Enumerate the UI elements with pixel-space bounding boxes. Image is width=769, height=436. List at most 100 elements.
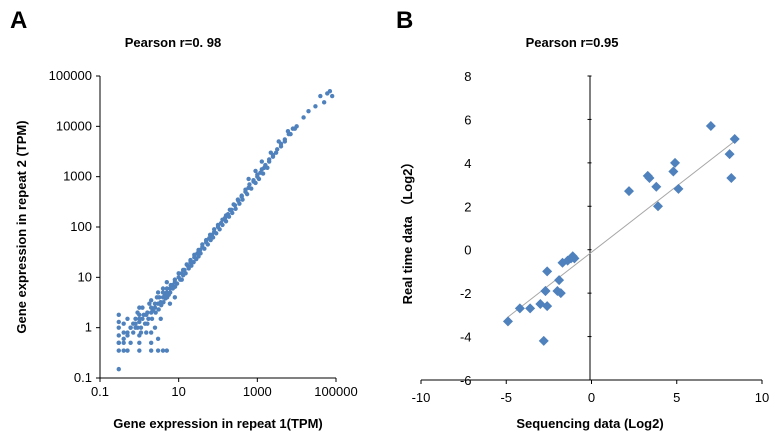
panel-a-y-ticks: 0.1 1 10 100 1000 10000 100000 bbox=[49, 68, 100, 385]
panel-a-data-point bbox=[223, 219, 229, 224]
panel-a-data-point bbox=[253, 168, 258, 174]
panel-a-data-point bbox=[246, 176, 251, 182]
panel-a-data-point bbox=[164, 348, 170, 353]
panel-a-data-point bbox=[133, 316, 138, 322]
panel-b-x-tick-label: 0 bbox=[588, 390, 595, 405]
panel-b-y-ticks: -6 -4 -2 0 2 4 6 8 bbox=[460, 69, 592, 388]
panel-a-data-point bbox=[275, 147, 280, 152]
panel-b-y-tick-label: -2 bbox=[460, 286, 472, 301]
panel-a-x-tick-label: 1000 bbox=[243, 384, 272, 399]
panel-a-data-point bbox=[155, 290, 161, 295]
panel-a-data-point bbox=[191, 259, 196, 265]
panel-a-data-point bbox=[125, 316, 130, 322]
panel-a-data-point bbox=[321, 100, 327, 105]
panel-a-data-point bbox=[160, 286, 166, 291]
panel-a-data-point bbox=[153, 310, 158, 315]
panel-b-data-point bbox=[670, 157, 681, 168]
panel-a-data-point bbox=[116, 312, 121, 318]
panel-b-x-tick-label: 10 bbox=[755, 390, 769, 405]
panel-a-data-point bbox=[235, 197, 241, 202]
panel-a-data-point bbox=[207, 232, 213, 237]
panel-a-data-point bbox=[125, 330, 130, 335]
panel-b-title: Pearson r=0.95 bbox=[526, 35, 619, 50]
panel-b-data-point bbox=[729, 133, 740, 144]
panel-b-y-tick-label: 8 bbox=[464, 69, 471, 84]
panel-a-data-point bbox=[148, 305, 154, 310]
panel-b-data-point bbox=[705, 120, 716, 131]
panel-a-data-point bbox=[203, 237, 209, 243]
panel-a-data-point bbox=[243, 187, 248, 192]
panel-b-points bbox=[502, 120, 740, 346]
panel-a-data-point bbox=[128, 340, 133, 346]
panel-b-data-point bbox=[624, 186, 635, 197]
panel-a-data-point bbox=[152, 305, 158, 310]
panel-a-data-point bbox=[318, 93, 323, 99]
panel-b-letter: B bbox=[396, 7, 413, 34]
panel-a-data-point bbox=[230, 210, 235, 216]
panel-a-y-tick-label: 1 bbox=[85, 320, 92, 335]
panel-a-x-tick-label: 0.1 bbox=[91, 384, 109, 399]
panel-a-data-point bbox=[172, 295, 178, 300]
panel-a-data-point bbox=[155, 348, 161, 353]
panel-a-data-point bbox=[233, 206, 238, 211]
panel-a-data-point bbox=[329, 93, 335, 99]
panel-a-data-point bbox=[128, 325, 133, 330]
panel-a-data-point bbox=[137, 316, 142, 322]
panel-a-data-point bbox=[276, 139, 281, 144]
panel-b-x-axis-label: Sequencing data (Log2) bbox=[516, 416, 663, 431]
panel-a-data-point bbox=[227, 207, 233, 212]
panel-a-data-point bbox=[148, 298, 154, 303]
panel-a-data-point bbox=[137, 348, 142, 353]
panel-a-data-point bbox=[116, 319, 121, 325]
panel-b-data-point bbox=[673, 183, 684, 194]
panel-b-x-ticks: -10 -5 0 5 10 bbox=[412, 380, 769, 405]
panel-a-data-point bbox=[226, 214, 232, 219]
panel-a-data-point bbox=[137, 340, 142, 346]
panel-a-data-point bbox=[282, 137, 288, 142]
panel-a-points bbox=[116, 88, 335, 372]
panel-a-data-point bbox=[138, 325, 144, 330]
panel-a-data-point bbox=[256, 176, 262, 182]
panel-a-data-point bbox=[137, 319, 142, 325]
panel-a-data-point bbox=[146, 316, 151, 322]
panel-b-y-tick-label: 2 bbox=[464, 199, 471, 214]
panel-b-data-point bbox=[542, 301, 553, 312]
panel-a-y-tick-label: 100 bbox=[70, 219, 92, 234]
panel-a-data-point bbox=[292, 126, 298, 131]
panel-a-data-point bbox=[266, 157, 272, 162]
panel-a-data-point bbox=[144, 330, 149, 335]
panel-a-data-point bbox=[121, 340, 126, 346]
panel-a-data-point bbox=[313, 104, 318, 109]
panel-a-data-point bbox=[172, 284, 178, 289]
panel-a-data-point bbox=[172, 277, 178, 282]
panel-a-data-point bbox=[259, 167, 265, 172]
panel-b-x-tick-label: 5 bbox=[673, 390, 680, 405]
panel-a-data-point bbox=[131, 321, 136, 326]
panel-a-data-point bbox=[202, 246, 207, 251]
panel-a-data-point bbox=[306, 108, 311, 114]
panel-a-data-point bbox=[265, 165, 270, 171]
panel-b-data-point bbox=[644, 173, 655, 184]
panel-a-data-point bbox=[217, 227, 222, 232]
panel-b-x-tick-label: -10 bbox=[412, 390, 431, 405]
panel-b-data-point bbox=[525, 303, 536, 314]
panel-a-data-point bbox=[178, 277, 183, 282]
panel-a-data-point bbox=[160, 348, 166, 353]
panel-a-data-point bbox=[148, 340, 154, 346]
panel-a-data-point bbox=[152, 301, 158, 306]
panel-a-data-point bbox=[160, 290, 166, 295]
panel-a-data-point bbox=[260, 171, 266, 176]
panel-a-data-point bbox=[214, 231, 219, 236]
panel-a-data-point bbox=[237, 201, 242, 206]
panel-a-title: Pearson r=0. 98 bbox=[125, 35, 221, 50]
panel-a-data-point bbox=[138, 330, 144, 335]
panel-a-data-point bbox=[167, 301, 173, 306]
panel-a-data-point bbox=[220, 217, 225, 222]
panel-a-data-point bbox=[155, 336, 161, 342]
panel-a-data-point bbox=[135, 310, 140, 315]
panel-a-data-point bbox=[158, 316, 163, 322]
panel-b-data-point bbox=[502, 316, 513, 327]
panel-a-data-point bbox=[154, 295, 160, 300]
panel-a-data-point bbox=[148, 348, 154, 353]
